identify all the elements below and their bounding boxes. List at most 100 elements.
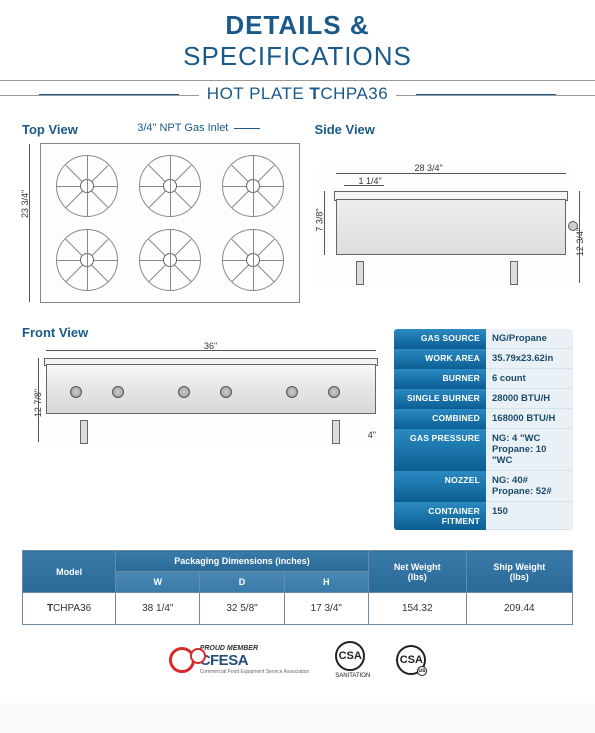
knob-icon <box>286 386 298 398</box>
spec-label: SINGLE BURNER <box>394 389 486 409</box>
side-diagram: 28 3/4" 1 1/4" 7 3/8" 12 3/4" <box>314 167 572 287</box>
th-net: Net Weight (lbs) <box>368 551 466 593</box>
spec-row: GAS SOURCENG/Propane <box>394 329 573 349</box>
subtitle-bold: T <box>309 84 320 103</box>
front-diagram: 36" 12 7/8" 4" <box>40 346 382 446</box>
burner-icon <box>139 229 201 291</box>
cell-w: 38 1/4" <box>116 593 200 625</box>
title-line2: SPECIFICATIONS <box>0 41 595 72</box>
leg-icon <box>510 261 518 285</box>
cell-h: 17 3/4" <box>284 593 368 625</box>
spec-value: 35.79x23.62in <box>486 349 573 369</box>
dim-line <box>29 144 30 302</box>
product-subtitle: HOT PLATE TCHPA36 <box>0 84 595 104</box>
cfesa-name: CFESA <box>200 652 310 669</box>
side-view-label: Side View <box>314 122 573 137</box>
th-h: H <box>284 572 368 593</box>
leg-icon <box>80 420 88 444</box>
csa-text: CSA <box>400 654 423 666</box>
spec-row: WORK AREA35.79x23.62in <box>394 349 573 369</box>
spec-value: NG/Propane <box>486 329 573 349</box>
spec-label: CONTAINER FITMENT <box>394 502 486 530</box>
knob-icon <box>220 386 232 398</box>
subtitle-prefix: HOT PLATE <box>207 84 310 103</box>
spec-value: 28000 BTU/H <box>486 389 573 409</box>
top-view: Top View 3/4" NPT Gas Inlet 23 3/4" <box>22 122 300 303</box>
side-dim-inner: 1 1/4" <box>358 176 381 186</box>
front-dim-width: 36" <box>204 341 217 351</box>
th-ship: Ship Weight (lbs) <box>466 551 572 593</box>
knob-icon <box>112 386 124 398</box>
cell-net: 154.32 <box>368 593 466 625</box>
cfesa-ring-icon <box>169 647 195 673</box>
rule-right <box>416 94 556 95</box>
spec-row: SINGLE BURNER28000 BTU/H <box>394 389 573 409</box>
cfesa-sub: Commercial Food Equipment Service Associ… <box>200 669 310 675</box>
spec-label: WORK AREA <box>394 349 486 369</box>
spec-row: COMBINED168000 BTU/H <box>394 409 573 429</box>
csa-logo: CSAus <box>396 645 426 675</box>
certification-logos: PROUD MEMBER CFESA Commercial Food Equip… <box>22 625 573 693</box>
cell-d: 32 5/8" <box>200 593 284 625</box>
gas-inlet-callout: 3/4" NPT Gas Inlet <box>137 122 260 134</box>
th-pack: Packaging Dimensions (inches) <box>116 551 369 572</box>
spec-value: NG: 40# Propane: 52# <box>486 471 573 502</box>
front-view: Front View 36" 12 7/8" 4" <box>22 325 382 446</box>
side-dim-width: 28 3/4" <box>414 163 442 173</box>
spec-label: NOZZEL <box>394 471 486 502</box>
dim-line <box>579 191 580 283</box>
burner-icon <box>139 155 201 217</box>
main-title: DETAILS & SPECIFICATIONS <box>0 0 595 76</box>
title-line1: DETAILS & <box>0 10 595 41</box>
csa-sanitation-logo: CSA SANITATION <box>335 641 370 679</box>
spec-value: 6 count <box>486 369 573 389</box>
csa-icon: CSAus <box>396 645 426 675</box>
csa-text: CSA <box>339 650 362 662</box>
front-dim-leg: 4" <box>368 430 376 440</box>
spec-value: NG: 4 "WC Propane: 10 "WC <box>486 429 573 471</box>
knob-icon <box>70 386 82 398</box>
cell-model: TCHPA36 <box>23 593 116 625</box>
callout-line <box>234 128 260 129</box>
rule-left <box>39 94 179 95</box>
content-area: Top View 3/4" NPT Gas Inlet 23 3/4" <box>0 116 595 703</box>
burner-icon <box>222 155 284 217</box>
leg-icon <box>356 261 364 285</box>
packaging-table: Model Packaging Dimensions (inches) Net … <box>22 550 573 625</box>
burner-icon <box>222 229 284 291</box>
side-body <box>336 199 566 255</box>
spec-sheet-page: DETAILS & SPECIFICATIONS HOT PLATE TCHPA… <box>0 0 595 703</box>
dim-line <box>38 358 39 442</box>
cell-ship: 209.44 <box>466 593 572 625</box>
csa-icon: CSA <box>335 641 365 671</box>
views-row-1: Top View 3/4" NPT Gas Inlet 23 3/4" <box>22 122 573 303</box>
spec-box: GAS SOURCENG/PropaneWORK AREA35.79x23.62… <box>394 329 573 530</box>
spec-row: BURNER6 count <box>394 369 573 389</box>
model-rest: CHPA36 <box>53 603 91 614</box>
dim-line <box>324 191 325 255</box>
table-row: TCHPA36 38 1/4" 32 5/8" 17 3/4" 154.32 2… <box>23 593 573 625</box>
knob-icon <box>328 386 340 398</box>
spec-label: COMBINED <box>394 409 486 429</box>
leg-icon <box>332 420 340 444</box>
views-row-2: Front View 36" 12 7/8" 4" GAS SOURCENG/P… <box>22 311 573 530</box>
subtitle-rest: CHPA36 <box>320 84 388 103</box>
th-w: W <box>116 572 200 593</box>
spec-label: GAS SOURCE <box>394 329 486 349</box>
cfesa-proud-member: PROUD MEMBER <box>200 645 310 652</box>
top-diagram <box>40 143 300 303</box>
spec-value: 168000 BTU/H <box>486 409 573 429</box>
spec-label: BURNER <box>394 369 486 389</box>
side-view: Side View 28 3/4" 1 1/4" 7 3/8" 12 3/4" <box>314 122 573 303</box>
subtitle-text: HOT PLATE TCHPA36 <box>199 84 396 104</box>
burner-grid <box>41 144 299 302</box>
spec-row: CONTAINER FITMENT150 <box>394 502 573 530</box>
burner-icon <box>56 229 118 291</box>
th-model: Model <box>23 551 116 593</box>
front-body <box>46 364 376 414</box>
front-view-label: Front View <box>22 325 382 340</box>
callout-text: 3/4" NPT Gas Inlet <box>137 122 228 134</box>
spec-label: GAS PRESSURE <box>394 429 486 471</box>
burner-icon <box>56 155 118 217</box>
spec-row: GAS PRESSURENG: 4 "WC Propane: 10 "WC <box>394 429 573 471</box>
